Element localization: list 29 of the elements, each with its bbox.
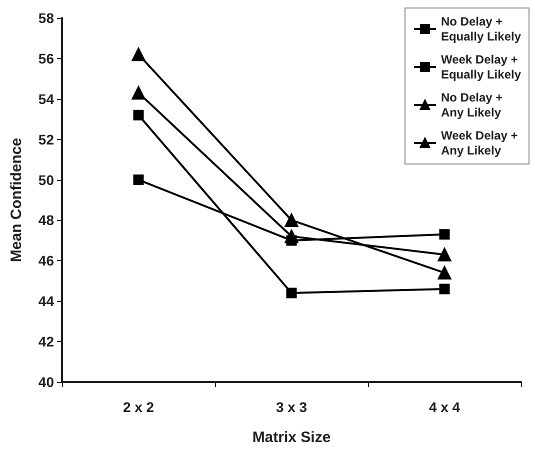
legend-label: Week Delay + Equally Likely — [440, 52, 522, 82]
point — [133, 110, 144, 120]
point — [132, 86, 146, 100]
y-tick-label: 50 — [38, 172, 54, 188]
point — [439, 229, 450, 240]
y-axis-title: Mean Confidence — [8, 138, 25, 262]
x-tick-label: 4 x 4 — [428, 399, 460, 415]
y-tick-label: 40 — [38, 374, 54, 390]
y-tick-label: 42 — [38, 334, 54, 350]
point — [439, 284, 450, 294]
legend-label: No Delay + Any Likely — [440, 90, 503, 120]
y-tick-label: 46 — [38, 252, 54, 269]
point — [284, 213, 298, 227]
point — [286, 288, 297, 298]
y-tick-label: 54 — [38, 90, 54, 107]
point — [133, 174, 144, 186]
point — [132, 48, 146, 62]
x-axis-title: Matrix Size — [252, 429, 331, 446]
x-tick-label: 3 x 3 — [276, 399, 308, 415]
y-tick-label: 48 — [38, 212, 54, 228]
legend-label: No Delay + Equally Likely — [440, 14, 522, 44]
legend-label: Week Delay + Any Likely — [440, 128, 518, 158]
y-tick-label: 58 — [38, 10, 54, 26]
x-tick-label: 2 x 2 — [122, 399, 154, 415]
point — [438, 248, 452, 262]
y-tick-label: 44 — [38, 293, 54, 310]
y-tick-label: 56 — [38, 50, 54, 66]
y-tick-label: 52 — [38, 131, 54, 148]
point — [438, 266, 452, 280]
